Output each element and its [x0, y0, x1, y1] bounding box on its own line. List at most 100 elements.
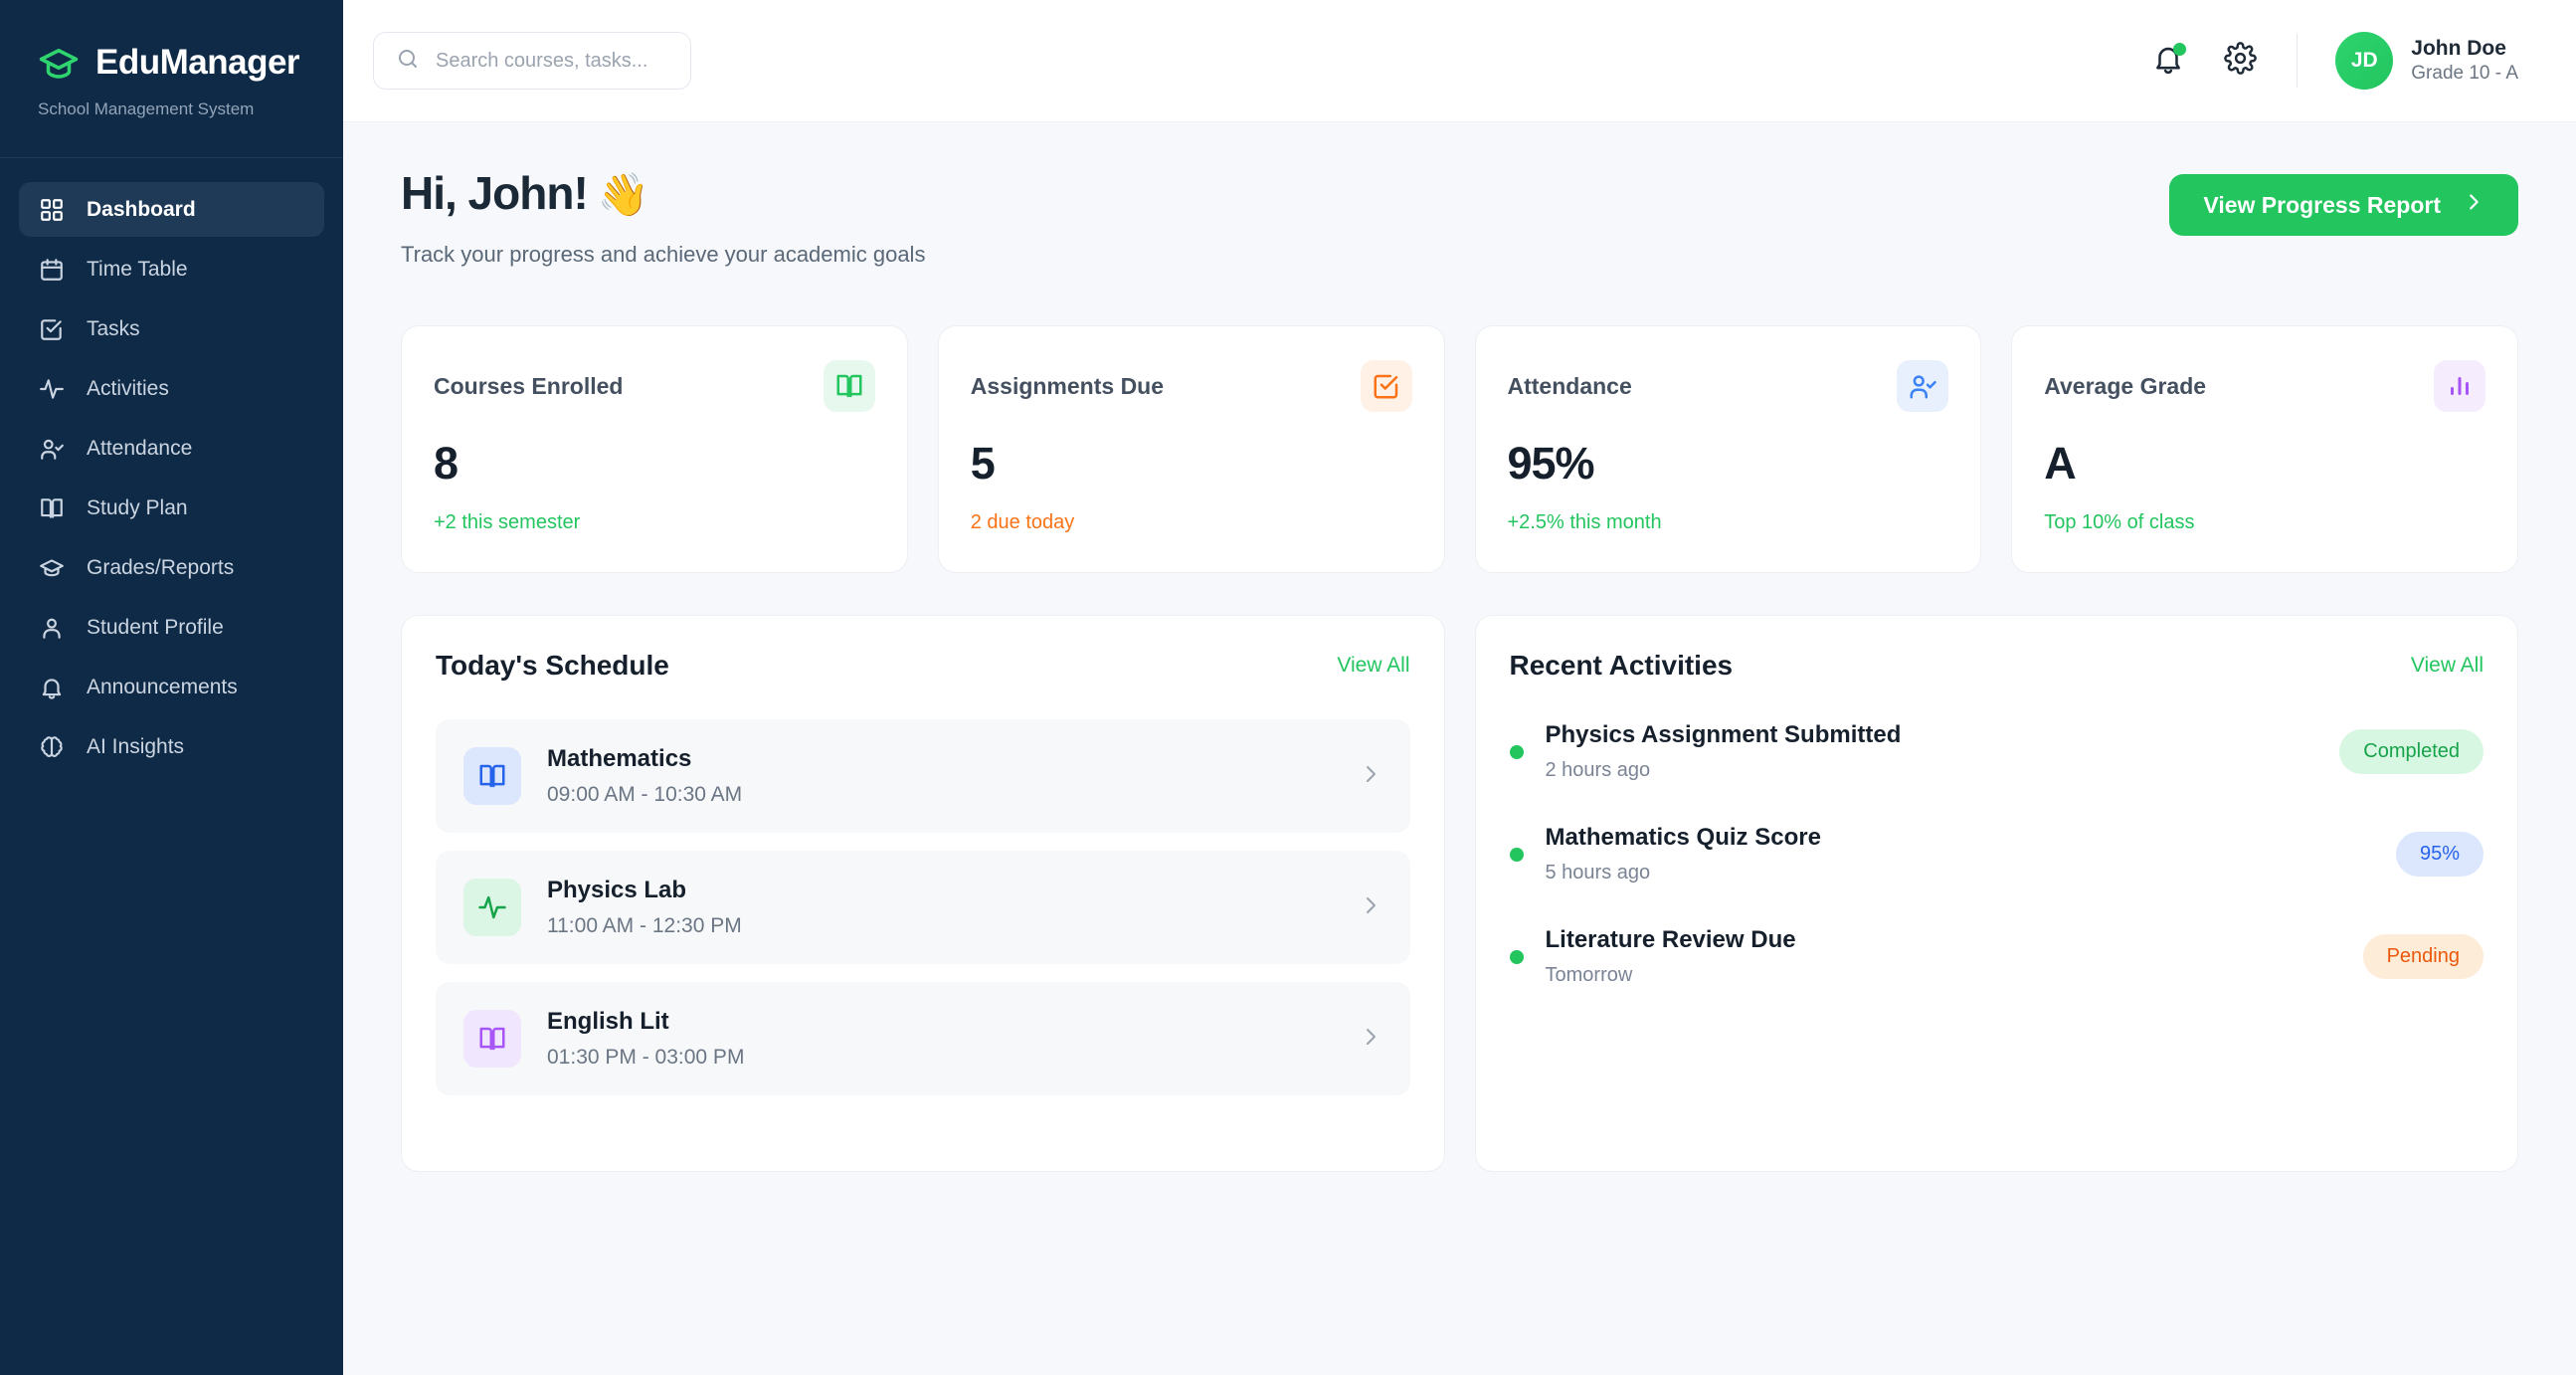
- search-icon: [396, 47, 420, 76]
- stat-card-attendance[interactable]: Attendance 95% +2.5% this month: [1474, 325, 1982, 573]
- sidebar-item-label: Grades/Reports: [87, 555, 235, 579]
- sidebar-item-label: Attendance: [87, 436, 193, 460]
- activity-item[interactable]: Physics Assignment Submitted 2 hours ago…: [1509, 721, 2484, 782]
- avatar: JD: [2335, 32, 2394, 90]
- panel-title: Today's Schedule: [436, 650, 669, 681]
- stat-value: A: [2044, 438, 2076, 489]
- schedule-item[interactable]: Physics Lab 11:00 AM - 12:30 PM: [436, 851, 1410, 964]
- sidebar-item-ai-insights[interactable]: AI Insights: [19, 719, 324, 774]
- stat-card-courses-enrolled[interactable]: Courses Enrolled 8 +2 this semester: [401, 325, 908, 573]
- activity-pulse-icon: [463, 879, 521, 936]
- view-all-schedule-link[interactable]: View All: [1337, 654, 1410, 677]
- stat-delta: +2.5% this month: [1507, 511, 1662, 533]
- topbar: JD John Doe Grade 10 - A: [343, 0, 2576, 122]
- sidebar-nav: Dashboard Time Table Tasks Activities At…: [0, 158, 343, 774]
- sidebar-item-activities[interactable]: Activities: [19, 361, 324, 416]
- stat-value: 95%: [1507, 438, 1595, 489]
- sidebar-item-label: Announcements: [87, 675, 238, 698]
- settings-button[interactable]: [2221, 42, 2259, 80]
- sidebar-item-label: Study Plan: [87, 495, 188, 519]
- recent-activities-panel: Recent Activities View All Physics Assig…: [1474, 615, 2518, 1172]
- main-area: JD John Doe Grade 10 - A Hi, John!👋 Trac…: [343, 0, 2576, 1375]
- gear-icon: [2223, 42, 2257, 80]
- sidebar-item-attendance[interactable]: Attendance: [19, 421, 324, 476]
- status-dot-icon: [1509, 847, 1524, 862]
- calendar-icon: [39, 257, 65, 283]
- sidebar-item-student-profile[interactable]: Student Profile: [19, 600, 324, 655]
- status-badge: Completed: [2339, 729, 2484, 774]
- chevron-right-icon: [1359, 1025, 1382, 1054]
- chevron-right-icon: [1359, 762, 1382, 791]
- user-name: John Doe: [2411, 36, 2506, 60]
- sidebar-item-label: AI Insights: [87, 734, 185, 758]
- status-dot-icon: [1509, 949, 1524, 964]
- schedule-item-time: 09:00 AM - 10:30 AM: [547, 783, 743, 806]
- sidebar-item-announcements[interactable]: Announcements: [19, 660, 324, 714]
- user-grade: Grade 10 - A: [2411, 62, 2518, 84]
- sidebar-item-label: Tasks: [87, 316, 140, 340]
- chevron-right-icon: [1359, 893, 1382, 922]
- panels-row: Today's Schedule View All Mathematics 09…: [401, 615, 2518, 1172]
- search-box[interactable]: [373, 32, 691, 90]
- sidebar-item-grades-reports[interactable]: Grades/Reports: [19, 540, 324, 595]
- stat-value: 5: [970, 438, 996, 489]
- graduation-cap-icon: [39, 555, 65, 581]
- activity-title: Literature Review Due: [1545, 926, 1796, 953]
- activities-list: Physics Assignment Submitted 2 hours ago…: [1509, 721, 2484, 987]
- open-book-icon: [823, 360, 875, 412]
- stat-cards: Courses Enrolled 8 +2 this semester Assi…: [401, 325, 2518, 573]
- check-square-icon: [1360, 360, 1412, 412]
- dashboard-content: Hi, John! 👋 Track your progress and achie…: [343, 122, 2576, 1375]
- user-icon: [39, 615, 65, 641]
- stat-value: 8: [434, 438, 459, 489]
- schedule-item-time: 01:30 PM - 03:00 PM: [547, 1046, 745, 1069]
- sidebar-item-time-table[interactable]: Time Table: [19, 242, 324, 296]
- view-all-activities-link[interactable]: View All: [2410, 654, 2484, 677]
- divider: [2297, 34, 2299, 88]
- brand-block: EduManager School Management System: [0, 0, 343, 158]
- stat-label: Average Grade: [2044, 372, 2207, 399]
- sidebar-item-tasks[interactable]: Tasks: [19, 301, 324, 356]
- schedule-list: Mathematics 09:00 AM - 10:30 AM Physics …: [436, 719, 1410, 1095]
- user-menu[interactable]: JD John Doe Grade 10 - A: [2335, 32, 2518, 90]
- stat-delta: Top 10% of class: [2044, 511, 2195, 533]
- activity-item[interactable]: Literature Review Due Tomorrow Pending: [1509, 926, 2484, 987]
- search-input[interactable]: [436, 49, 668, 73]
- schedule-item-name: Physics Lab: [547, 877, 687, 903]
- view-progress-report-button[interactable]: View Progress Report: [2169, 174, 2518, 236]
- grid-icon: [39, 197, 65, 223]
- schedule-item[interactable]: English Lit 01:30 PM - 03:00 PM: [436, 982, 1410, 1095]
- sidebar-item-label: Activities: [87, 376, 169, 400]
- notifications-button[interactable]: [2149, 42, 2187, 80]
- sidebar-item-label: Student Profile: [87, 615, 224, 639]
- topbar-right: JD John Doe Grade 10 - A: [2149, 32, 2518, 90]
- sidebar-item-dashboard[interactable]: Dashboard: [19, 182, 324, 237]
- bar-chart-icon: [2434, 360, 2485, 412]
- graduation-cap-icon: [38, 42, 80, 84]
- stat-card-average-grade[interactable]: Average Grade A Top 10% of class: [2011, 325, 2518, 573]
- stat-label: Courses Enrolled: [434, 372, 624, 399]
- stat-delta: 2 due today: [970, 511, 1075, 533]
- chevron-right-icon: [2463, 191, 2484, 219]
- stat-label: Attendance: [1507, 372, 1632, 399]
- sidebar: EduManager School Management System Dash…: [0, 0, 343, 1375]
- schedule-item[interactable]: Mathematics 09:00 AM - 10:30 AM: [436, 719, 1410, 833]
- schedule-item-name: Mathematics: [547, 745, 692, 772]
- activity-item[interactable]: Mathematics Quiz Score 5 hours ago 95%: [1509, 824, 2484, 884]
- stat-card-assignments-due[interactable]: Assignments Due 5 2 due today: [937, 325, 1445, 573]
- sidebar-item-label: Dashboard: [87, 197, 196, 221]
- stat-label: Assignments Due: [970, 372, 1165, 399]
- waving-hand-icon: 👋: [597, 171, 649, 218]
- schedule-item-time: 11:00 AM - 12:30 PM: [547, 914, 742, 937]
- greeting-text: Hi, John!: [401, 167, 589, 219]
- stat-delta: +2 this semester: [434, 511, 581, 533]
- open-book-icon: [39, 495, 65, 521]
- brand-subtitle: School Management System: [38, 99, 255, 118]
- sidebar-item-label: Time Table: [87, 257, 188, 281]
- sidebar-item-study-plan[interactable]: Study Plan: [19, 481, 324, 535]
- status-badge: Pending: [2362, 934, 2484, 979]
- page-subtitle: Track your progress and achieve your aca…: [401, 242, 926, 267]
- brain-icon: [39, 734, 65, 760]
- activity-time: Tomorrow: [1545, 964, 1633, 986]
